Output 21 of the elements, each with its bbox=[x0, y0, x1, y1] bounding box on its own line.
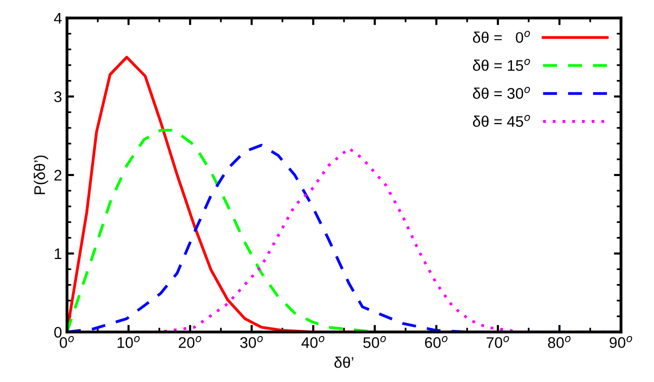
y-tick-label: 1 bbox=[54, 248, 62, 260]
legend-label: δθ = 15$^{o}$ bbox=[472, 58, 530, 71]
x-tick-label: 50$^{o}$ bbox=[363, 336, 386, 348]
y-tick-label: 2 bbox=[54, 170, 62, 181]
x-tick-label: 80$^{o}$ bbox=[548, 336, 571, 348]
y-tick-label: 4 bbox=[54, 13, 62, 24]
legend-label: δθ = 45$^{o}$ bbox=[472, 114, 530, 127]
legend-label: δθ = 30$^{o}$ bbox=[472, 86, 530, 99]
x-tick-label: 40$^{o}$ bbox=[302, 336, 324, 348]
legend-label: δθ = 0$^{o}$ bbox=[472, 30, 530, 43]
x-tick-label: 10$^{o}$ bbox=[118, 336, 140, 348]
y-tick-label: 3 bbox=[54, 91, 62, 102]
x-tick-label: 70$^{o}$ bbox=[486, 336, 510, 348]
x-tick-label: 20$^{o}$ bbox=[178, 336, 202, 348]
x-tick-label: 60$^{o}$ bbox=[425, 336, 448, 348]
x-tick-label: 30$^{o}$ bbox=[240, 336, 263, 348]
x-axis-title: δθ’ bbox=[334, 356, 354, 368]
x-tick-label: 90$^{o}$ bbox=[610, 336, 632, 348]
y-axis-title: P(δθ’) bbox=[34, 156, 48, 194]
y-tick-label: 0 bbox=[54, 326, 62, 338]
x-tick-label: 0$^{o}$ bbox=[60, 336, 74, 348]
